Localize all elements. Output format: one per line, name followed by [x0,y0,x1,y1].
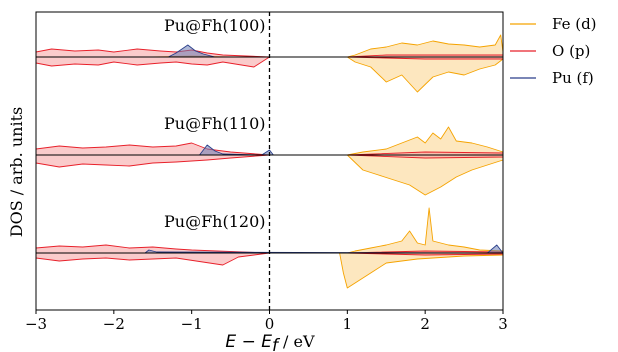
x-axis-title: E − Ef / eV [225,332,315,352]
panel-label-pu-fh-100: Pu@Fh(100) [164,16,266,35]
legend-label: Fe (d) [552,15,597,33]
dos-pu-fh-110-o-p-down [35,154,504,168]
dos-pu-fh-100-o-p-up [35,48,504,58]
legend: Fe (d) O (p) Pu (f) [510,15,597,87]
y-axis-title: DOS / arb. units [7,107,26,237]
dos-pu-fh-110-o-p-up [35,142,504,156]
x-tick-label: 2 [420,315,430,333]
x-tick-label: 3 [498,315,508,333]
x-axis-title-math: E − E [225,332,272,352]
dos-pu-fh-100-o-p-down [35,56,504,68]
x-tick-label: −3 [25,315,47,333]
legend-label: O (p) [552,42,590,60]
x-tick-label: −1 [181,315,203,333]
panel-label-pu-fh-120: Pu@Fh(120) [164,212,266,231]
dos-pu-fh-120-o-p-down [35,252,504,266]
x-tick-label: −2 [103,315,125,333]
x-axis-title-unit: / eV [278,332,315,351]
x-tick-label: 0 [265,315,275,333]
x-axis-ticks: −3 −2 −1 0 1 2 3 [25,310,508,333]
panel-labels: Pu@Fh(100) Pu@Fh(110) Pu@Fh(120) [164,16,266,231]
panel-label-pu-fh-110: Pu@Fh(110) [164,114,266,133]
x-tick-label: 1 [343,315,353,333]
x-axis-title-subscript: f [272,336,281,352]
legend-label: Pu (f) [552,69,594,87]
